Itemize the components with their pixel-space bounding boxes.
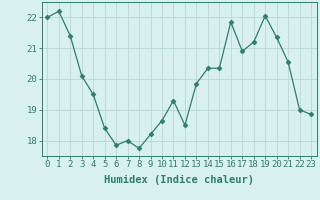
X-axis label: Humidex (Indice chaleur): Humidex (Indice chaleur) [104,175,254,185]
